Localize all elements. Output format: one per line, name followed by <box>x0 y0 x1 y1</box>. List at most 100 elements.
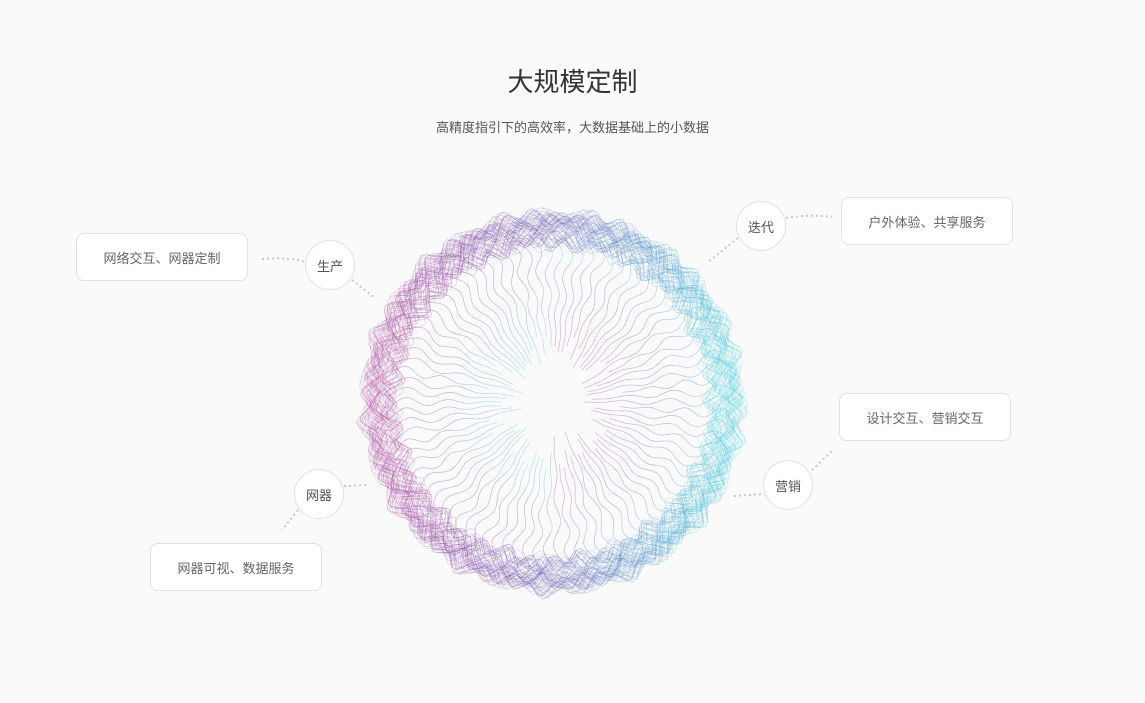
sphere-ring <box>365 214 739 592</box>
sphere-strand <box>578 453 633 563</box>
sphere-strand <box>497 452 537 572</box>
sphere-strand <box>395 318 504 376</box>
sphere-strand <box>375 387 507 399</box>
sphere-strand <box>452 254 527 364</box>
sphere-ring <box>358 209 748 599</box>
connector-line <box>811 448 835 471</box>
detail-text: 户外体验、共享服务 <box>868 215 986 231</box>
sphere-ring <box>384 232 719 572</box>
sphere-strand <box>581 269 673 371</box>
sphere-strand <box>577 439 654 550</box>
sphere-strand <box>582 254 653 358</box>
sphere-ring <box>374 223 734 581</box>
sphere-strand <box>474 461 525 563</box>
node-appliance[interactable]: 网器 <box>294 469 344 519</box>
sphere-strand <box>486 463 529 568</box>
sphere-strand <box>572 247 643 368</box>
node-label: 迭代 <box>747 220 774 236</box>
sphere-ring <box>365 213 744 590</box>
sphere-strand <box>395 433 494 488</box>
sphere-strand <box>561 226 585 353</box>
sphere-strand <box>583 327 716 389</box>
sphere-strand <box>401 423 518 498</box>
node-marketing[interactable]: 营销 <box>763 460 813 510</box>
sphere-strand <box>585 361 728 396</box>
sphere-ring <box>382 230 727 574</box>
sphere-strand <box>594 448 673 535</box>
sphere-strand <box>529 224 547 338</box>
sphere-strand <box>378 364 489 389</box>
detail-box-iteration: 户外体验、共享服务 <box>841 197 1013 245</box>
sphere-strand <box>443 261 526 368</box>
sphere-strand <box>541 223 553 347</box>
connector-line <box>261 257 306 263</box>
sphere-strand <box>433 269 526 372</box>
node-iteration[interactable]: 迭代 <box>736 201 786 251</box>
sphere-strand <box>381 352 523 394</box>
sphere-strand <box>390 423 506 477</box>
detail-box-production: 网络交互、网器定制 <box>76 233 248 281</box>
sphere-strand <box>600 287 690 363</box>
sphere-strand <box>378 408 522 443</box>
node-production[interactable]: 生产 <box>305 240 355 290</box>
connector-line <box>281 509 299 531</box>
detail-text: 网器可视、数据服务 <box>177 561 295 577</box>
sphere-strand <box>463 440 531 557</box>
sphere-strand <box>408 429 516 508</box>
sphere-ring <box>359 207 744 595</box>
sphere-strand <box>484 236 533 352</box>
detail-box-appliance: 网器可视、数据服务 <box>150 543 322 591</box>
node-label: 网器 <box>305 488 332 504</box>
sphere-strand <box>594 432 698 507</box>
sphere-strand <box>569 236 620 360</box>
sphere-strand <box>506 229 538 338</box>
sphere-strand <box>608 316 711 373</box>
connector-line <box>343 484 369 487</box>
sphere-strand <box>591 384 731 400</box>
sphere-strand <box>582 396 732 407</box>
sphere-ring <box>361 212 742 595</box>
detail-text: 设计交互、营销交互 <box>866 411 984 427</box>
sphere-strand <box>587 350 725 393</box>
node-label: 营销 <box>774 479 801 495</box>
sphere-strand <box>564 449 600 575</box>
sphere-ring <box>366 215 741 587</box>
sphere-strand <box>390 329 514 385</box>
detail-text: 网络交互、网器定制 <box>103 251 221 267</box>
sphere-strand <box>375 405 501 420</box>
sphere-strand <box>582 306 705 384</box>
sphere-ring <box>363 211 741 590</box>
node-label: 生产 <box>316 259 343 275</box>
page-subtitle: 高精度指引下的高效率，大数据基础上的小数据 <box>435 121 709 136</box>
sphere-strand <box>605 296 698 364</box>
sphere-ring <box>362 209 748 594</box>
sphere-strand <box>596 338 721 387</box>
sphere-strand <box>590 409 728 440</box>
detail-box-marketing: 设计交互、营销交互 <box>839 393 1011 441</box>
sphere-strand <box>376 376 516 398</box>
sphere-ring <box>360 210 743 596</box>
sphere-strand <box>416 287 526 379</box>
sphere-strand <box>473 241 531 357</box>
sphere-strand <box>424 426 528 526</box>
sphere-ring <box>372 220 732 580</box>
sphere-strand <box>596 438 690 517</box>
sphere-strand <box>416 428 522 517</box>
sphere-strand <box>543 452 553 581</box>
sphere-ring <box>370 217 736 583</box>
sphere-ring <box>377 226 728 575</box>
sphere-strand <box>603 433 705 497</box>
sphere-strand <box>601 419 721 464</box>
page-title: 大规模定制 <box>507 68 638 98</box>
sphere-ring <box>379 227 730 576</box>
sphere-strand <box>553 436 565 581</box>
sphere-strand <box>564 431 622 568</box>
sphere-strand <box>424 278 520 371</box>
sphere-strand <box>518 226 545 355</box>
sphere-strand <box>594 407 730 428</box>
connector-line <box>707 237 739 263</box>
sphere-ring <box>373 222 735 582</box>
sphere-strand <box>385 421 498 466</box>
